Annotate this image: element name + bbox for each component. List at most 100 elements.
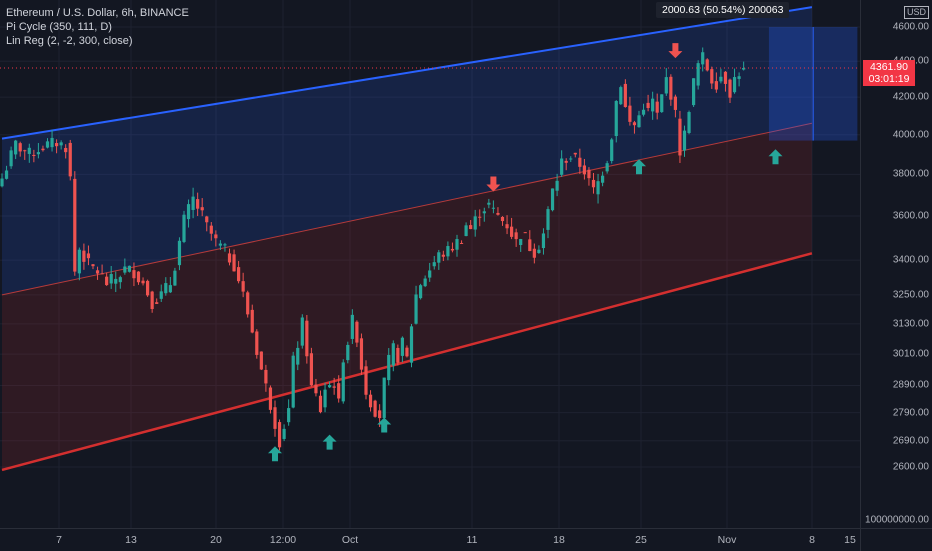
price-tick-label: 3250.00 (892, 289, 929, 301)
candle-body (405, 347, 409, 357)
candle-body (496, 212, 500, 215)
candle-body (296, 347, 300, 365)
candle (464, 222, 468, 237)
candle-body (328, 385, 332, 388)
candle (678, 110, 682, 163)
candle (368, 390, 373, 412)
candle-body (637, 115, 641, 128)
candle-body (355, 321, 359, 343)
candle-body (578, 157, 582, 167)
candle (328, 381, 332, 389)
candle-body (682, 130, 687, 151)
candle-body (391, 343, 395, 366)
candle (610, 137, 614, 164)
candle (146, 279, 150, 297)
time-tick-label: Oct (341, 534, 359, 546)
legend-lin-reg[interactable]: Lin Reg (2, -2, 300, close) (6, 35, 133, 47)
candle (182, 210, 186, 244)
candle (173, 267, 177, 286)
candle (264, 364, 268, 392)
candle-body (564, 160, 568, 163)
candle (318, 390, 323, 414)
upper-channel-line (1, 6, 813, 140)
candle-body (655, 101, 659, 113)
candle (701, 47, 705, 72)
candle (36, 143, 40, 159)
candle (646, 94, 650, 112)
time-axis[interactable]: 7 13 20 12:00 Oct 11 18 25 Nov 8 15 (0, 528, 860, 551)
candle (655, 93, 659, 120)
candle (23, 149, 27, 160)
price-tick-label: 4200.00 (892, 91, 929, 103)
candle (100, 264, 104, 275)
candle (91, 264, 95, 270)
candle-body (109, 274, 113, 284)
candle-body (91, 264, 95, 267)
candle (414, 285, 418, 325)
grid-lines (0, 0, 860, 528)
candle-body (159, 291, 163, 299)
candle (587, 167, 591, 186)
candle (364, 360, 368, 400)
candle-body (714, 81, 718, 90)
candle (555, 173, 559, 197)
candle (332, 377, 336, 395)
candle (487, 198, 491, 209)
candle-body (36, 152, 40, 155)
buy-signal-arrow (377, 417, 392, 433)
candle (305, 314, 309, 364)
candle (564, 158, 568, 171)
candle-body (277, 422, 282, 448)
candle-body (196, 199, 200, 209)
candle (396, 344, 400, 366)
candle-body (341, 362, 345, 402)
candle-body (209, 225, 213, 234)
candle (614, 100, 618, 143)
time-tick-label: 12:00 (269, 534, 297, 546)
candle-body (268, 387, 273, 410)
legend-pi-cycle[interactable]: Pi Cycle (350, 111, D) (6, 21, 112, 33)
candle (86, 245, 91, 266)
candle (291, 351, 295, 409)
candle (491, 200, 495, 214)
candle-body (423, 278, 427, 287)
candle-body (168, 285, 172, 293)
candle (141, 277, 145, 286)
currency-badge[interactable]: USD (903, 6, 929, 19)
candle (191, 187, 195, 219)
candle (132, 262, 136, 287)
price-chart[interactable] (0, 0, 860, 528)
candle (77, 247, 81, 281)
candle-body (264, 369, 268, 384)
time-tick-label: 7 (56, 534, 62, 546)
candle-body (541, 233, 546, 249)
candle-body (701, 52, 705, 65)
candle (623, 79, 627, 108)
candle (250, 304, 254, 334)
price-axis[interactable]: USD 4600.004400.004200.004000.003800.003… (860, 0, 932, 528)
last-price-value: 4361.90 (870, 60, 908, 73)
candle-body (428, 270, 432, 278)
candle (391, 340, 395, 372)
candle-body (664, 77, 668, 94)
candle-body (164, 283, 168, 294)
sell-signal-arrow (668, 43, 683, 59)
chart-legend: Ethereum / U.S. Dollar, 6h, BINANCE Pi C… (6, 6, 189, 48)
candle-body (155, 302, 159, 304)
candle (619, 85, 623, 106)
price-tick-label: 4600.00 (892, 21, 929, 33)
candle-body (259, 351, 263, 370)
legend-symbol[interactable]: Ethereum / U.S. Dollar, 6h, BINANCE (6, 7, 189, 19)
candle (591, 173, 596, 194)
candle-body (309, 353, 313, 386)
candle (664, 68, 668, 96)
candle-body (687, 112, 691, 133)
candle (214, 230, 218, 247)
candle-body (732, 77, 737, 93)
candle-body (641, 109, 646, 115)
chart-canvas[interactable]: Ethereum / U.S. Dollar, 6h, BINANCE Pi C… (0, 0, 860, 528)
candle-body (582, 165, 586, 175)
candle-body (619, 87, 623, 105)
candle (514, 228, 518, 247)
candle (532, 243, 536, 264)
